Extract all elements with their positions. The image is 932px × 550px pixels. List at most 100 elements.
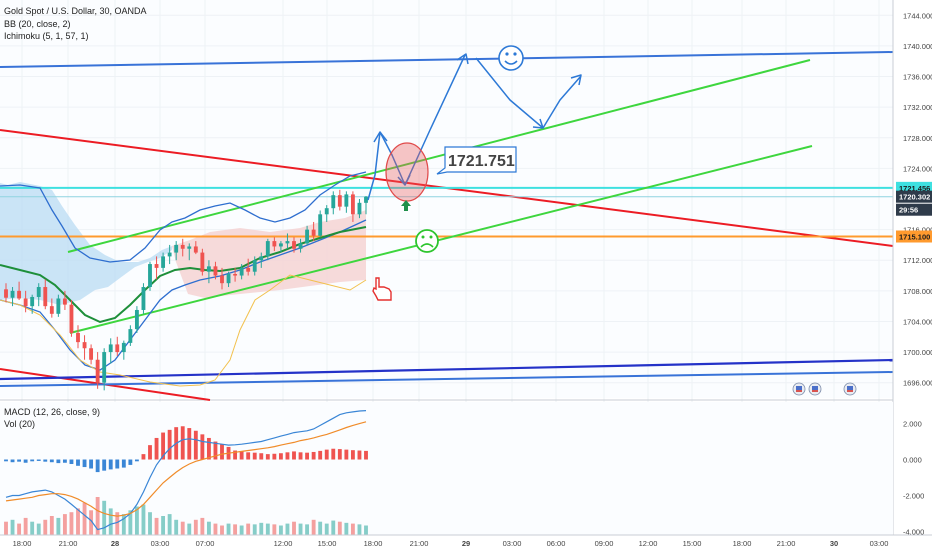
target-ellipse [385, 142, 429, 202]
arrow-up-1 [367, 131, 381, 201]
macd-histogram-bar [364, 450, 368, 460]
volume-bar [220, 525, 224, 535]
price-tick-label: 1716.000 [903, 226, 932, 235]
candle-body [10, 290, 15, 298]
candle-body [233, 274, 238, 276]
macd-pane-bg [0, 402, 893, 535]
candle-body [239, 267, 244, 276]
candle-body [134, 309, 139, 330]
candle-body [305, 229, 310, 244]
time-tick-label: 21:00 [59, 539, 78, 548]
volume-bar [115, 512, 120, 535]
volume-bar [56, 517, 61, 535]
time-tick-label: 03:00 [151, 539, 170, 548]
volume-bar [233, 524, 238, 535]
candle-body [364, 196, 368, 203]
price-tick-label: 1708.000 [903, 287, 932, 296]
vol-legend: Vol (20) [4, 419, 36, 429]
sad-face-eye [421, 235, 425, 239]
candle-body [292, 241, 296, 249]
volume-bar [154, 517, 159, 535]
price-tick-label: 1744.000 [903, 11, 932, 20]
ichimoku-baseline [0, 226, 367, 324]
macd-histogram-bar [265, 454, 270, 460]
volume-bar [102, 500, 107, 535]
candle-body [108, 344, 113, 353]
macd-histogram-bar [285, 452, 290, 460]
macd-histogram-bar [10, 459, 15, 463]
time-axis: 18:00 21:00 28 03:00 07:00 12:00 15:00 18:00 21:… [0, 534, 932, 548]
candle-body [4, 289, 8, 298]
pointing-hand-icon [372, 277, 392, 301]
volume-bar [337, 521, 342, 535]
candle-body [311, 229, 316, 236]
macd-histogram-bar [318, 450, 323, 460]
macd-pane: 2.000 0.000 -2.000 -4.000 [0, 402, 924, 536]
main-pane [0, 0, 893, 398]
candle-body [285, 241, 290, 244]
sad-face-mouth [420, 243, 434, 248]
macd-histogram-bar [17, 459, 22, 462]
time-tick-label: 07:00 [196, 539, 215, 548]
candle-body [357, 202, 362, 215]
candle-body [350, 194, 355, 215]
candle-body [272, 241, 277, 247]
candle-body [213, 266, 218, 276]
candle-body [187, 246, 192, 249]
macd-histogram-bar [4, 459, 8, 462]
candle-body [36, 287, 41, 297]
candle-body [23, 298, 28, 307]
macd-histogram-bar [337, 449, 342, 460]
ichimoku-cloud-bullish [0, 182, 172, 305]
volume-bar [30, 521, 35, 535]
arrow-head-5 [570, 74, 582, 86]
time-tick-label: 06:00 [547, 539, 566, 548]
candle-body [17, 290, 22, 299]
candle-body [226, 274, 231, 284]
volume-bar [252, 524, 257, 535]
volume-bar [331, 520, 336, 535]
macd-histogram-bar [167, 429, 172, 460]
volume-bar [285, 523, 290, 535]
volume-bar [161, 516, 166, 535]
callout-box [436, 146, 517, 175]
macd-line [5, 410, 367, 531]
macd-legend: MACD (12, 26, close, 9) [4, 407, 101, 417]
time-tick-label: 15:00 [318, 539, 337, 548]
macd-histogram-bar [239, 451, 244, 460]
price-label-badge [896, 203, 932, 216]
candle-body [154, 264, 159, 268]
candle-body [259, 256, 264, 261]
time-tick-label: 18:00 [364, 539, 383, 548]
bollinger-lower [0, 219, 367, 371]
macd-tick-label: -2.000 [903, 491, 924, 500]
volume-bar [350, 523, 355, 535]
macd-histogram-bar [95, 459, 100, 473]
macd-histogram-bar [134, 459, 139, 462]
macd-histogram-bar [30, 459, 35, 462]
sad-face-eye [429, 235, 433, 239]
macd-histogram-bar [56, 459, 61, 464]
candle-body [43, 287, 48, 307]
macd-histogram-bar [154, 437, 159, 460]
ichimoku-legend: Ichimoku (5, 1, 57, 1) [4, 31, 89, 41]
event-flag-mark [796, 386, 802, 390]
green-channel-lower [69, 145, 813, 334]
price-tick-label: 1740.000 [903, 42, 932, 51]
arrow-up-3 [542, 75, 582, 129]
happy-face-icon [498, 45, 524, 71]
sad-face-outline [415, 229, 439, 253]
volume-bar [298, 523, 303, 535]
candle-body [180, 244, 185, 249]
price-tick-label: 1704.000 [903, 317, 932, 326]
candle-body [252, 260, 257, 272]
macd-histogram-bar [102, 459, 107, 471]
volume-bar [49, 516, 54, 535]
candle-body [220, 275, 224, 284]
happy-face-mouth [504, 60, 518, 65]
volume-bar [324, 523, 329, 535]
blue-channel-bottom [0, 371, 894, 387]
candle-body [193, 246, 198, 253]
macd-histogram-bar [49, 459, 54, 463]
